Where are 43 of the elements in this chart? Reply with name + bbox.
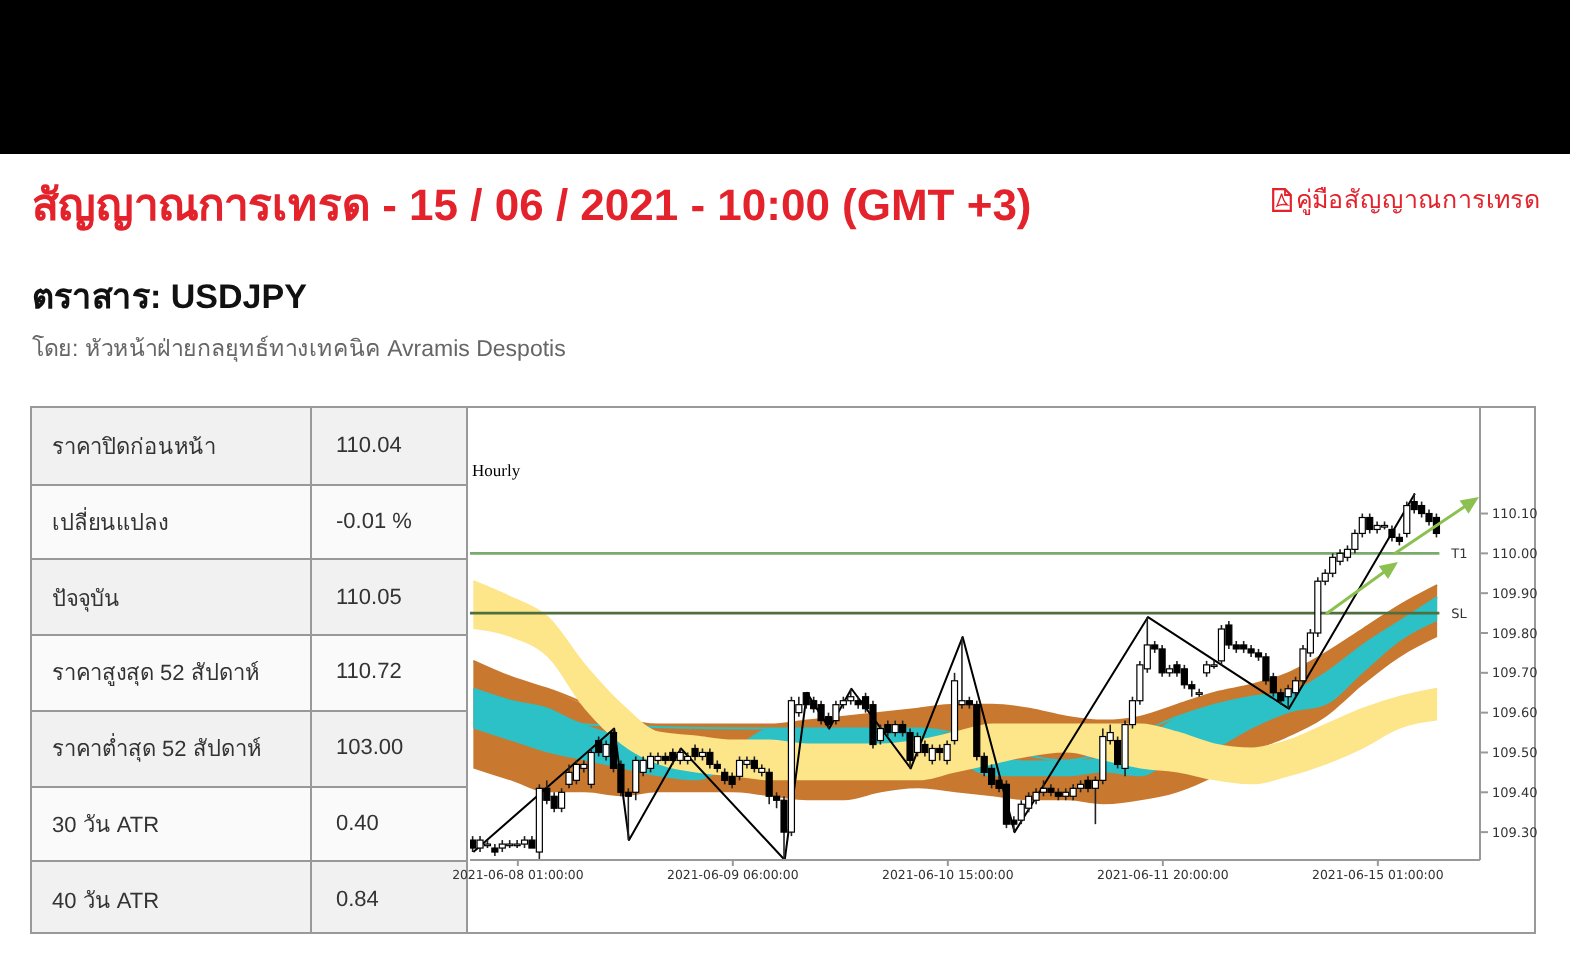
candlestick	[1329, 552, 1337, 579]
text: 110.72	[336, 660, 402, 685]
candlestick	[565, 763, 573, 790]
candlestick	[906, 727, 914, 770]
text: -0.01 %	[336, 510, 412, 535]
line-series	[472, 492, 1416, 860]
candlestick	[1158, 644, 1166, 678]
text: 110.05	[336, 585, 402, 610]
candlestick	[558, 787, 566, 814]
category-label: ราคาสูงสุด 52 สัปดาห์	[52, 659, 259, 691]
candlestick	[913, 731, 922, 758]
candlestick	[706, 747, 714, 770]
annotation: Hourly	[472, 460, 521, 480]
candlestick	[1284, 683, 1292, 710]
text: 103.00	[336, 736, 404, 761]
candlestick	[832, 699, 840, 726]
candlestick	[817, 699, 825, 726]
candlestick	[869, 699, 877, 750]
text: ตราสาร: USDJPY	[32, 278, 307, 316]
candlestick	[1180, 664, 1188, 690]
candlestick	[765, 767, 773, 806]
candlestick	[1002, 779, 1011, 829]
text: คู่มือสัญญาณการเทรด	[1296, 186, 1540, 214]
category-label: ราคาปิดก่อนหน้า	[52, 433, 216, 464]
text: 0.84	[336, 887, 379, 912]
text: สัญญาณการเทรด - 15 / 06 / 2021 - 10:00 (GMT +3)	[32, 180, 1032, 230]
category-label: 30 วัน ATR	[52, 811, 160, 842]
candlestick	[735, 755, 744, 782]
candlestick	[572, 759, 581, 786]
category-label: ราคาต่ำสุด 52 สัปดาห์	[52, 731, 261, 767]
candlestick	[1217, 624, 1226, 666]
candlestick	[1017, 799, 1025, 825]
candlestick	[602, 739, 610, 762]
category-label: เปลี่ยนแปลง	[52, 505, 168, 541]
category-label: 40 วัน ATR	[52, 887, 160, 918]
text: 0.40	[336, 811, 379, 836]
text: โดย: หัวหน้าฝ่ายกลยุทธ์ทางเทคนิค Avramis Despotis	[32, 338, 566, 362]
text: 110.04	[336, 433, 402, 458]
category-label: ปัจจุบัน	[52, 585, 120, 616]
candlestick	[646, 751, 655, 774]
candlestick	[928, 743, 936, 766]
candlestick	[1366, 512, 1374, 535]
candlestick	[1403, 500, 1411, 539]
